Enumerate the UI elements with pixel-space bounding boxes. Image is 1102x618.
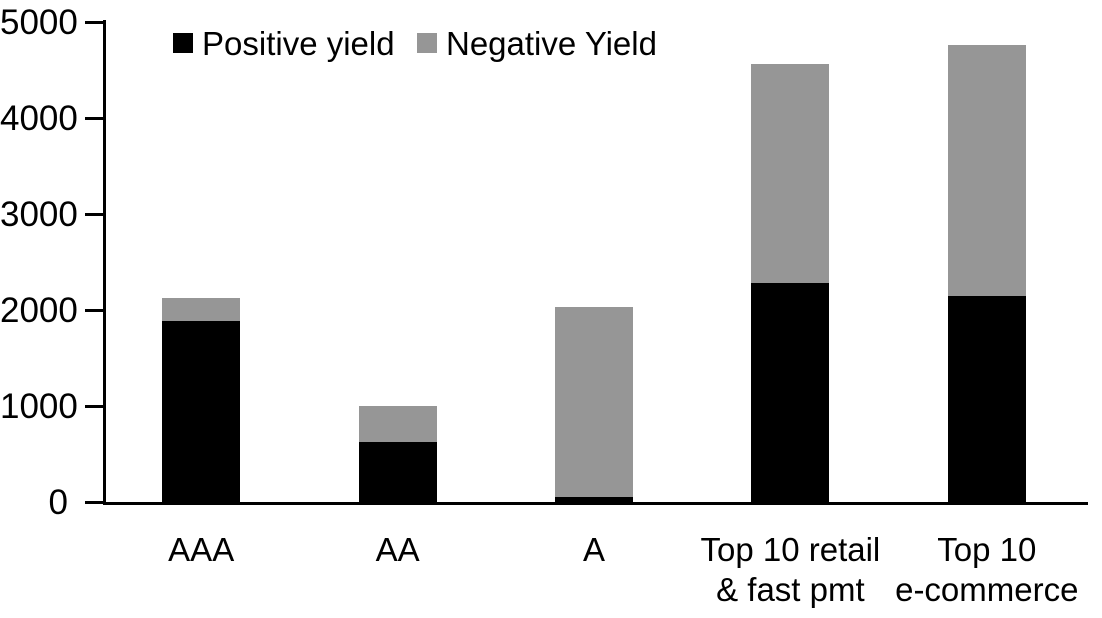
y-axis-label-0: 0 [48, 483, 68, 522]
bar-negative-yield-aaa [162, 298, 241, 321]
y-axis-label-4000: 4000 [0, 99, 78, 138]
legend-item-positive-yield: Positive yield [173, 24, 395, 62]
y-axis-tick-1000 [85, 404, 104, 408]
bar-positive-yield-aa [358, 442, 437, 502]
bar-negative-yield-aa [358, 406, 437, 443]
y-axis-tick-4000 [85, 116, 104, 120]
legend-label-positive-yield: Positive yield [202, 24, 395, 62]
y-axis-tick-5000 [85, 20, 104, 24]
bar-positive-yield-top-10-retail-fast-pmt [751, 283, 830, 502]
x-axis-label-top-10-e-commerce: Top 10 e-commerce [895, 531, 1079, 608]
y-axis-label-2000: 2000 [0, 291, 78, 330]
y-axis-label-5000: 5000 [0, 3, 78, 42]
x-axis-label-a: A [582, 531, 605, 568]
bar-negative-yield-top-10-retail-fast-pmt [751, 64, 830, 284]
x-axis-label-top-10-retail-fast-pmt: Top 10 retail & fast pmt [700, 531, 881, 608]
y-axis-label-3000: 3000 [0, 195, 78, 234]
x-axis-label-aa: AA [375, 531, 420, 568]
bar-negative-yield-a [555, 307, 633, 498]
bar-positive-yield-top-10-e-commerce [947, 295, 1026, 502]
y-axis-tick-3000 [85, 212, 104, 216]
positive-yield-swatch-icon [173, 33, 193, 53]
bar-negative-yield-top-10-e-commerce [947, 45, 1026, 296]
x-axis-label-aaa: AAA [168, 531, 235, 568]
chart-legend: Positive yield Negative Yield [0, 24, 1102, 62]
legend-label-negative-yield: Negative Yield [446, 24, 657, 62]
bar-positive-yield-a [555, 497, 633, 502]
bar-positive-yield-aaa [162, 320, 241, 502]
y-axis-tick-2000 [85, 308, 104, 312]
y-axis-tick-0 [85, 500, 104, 504]
y-axis-label-1000: 1000 [0, 387, 78, 426]
legend-item-negative-yield: Negative Yield [417, 24, 657, 62]
negative-yield-swatch-icon [417, 33, 437, 53]
plot-area [103, 20, 1088, 505]
